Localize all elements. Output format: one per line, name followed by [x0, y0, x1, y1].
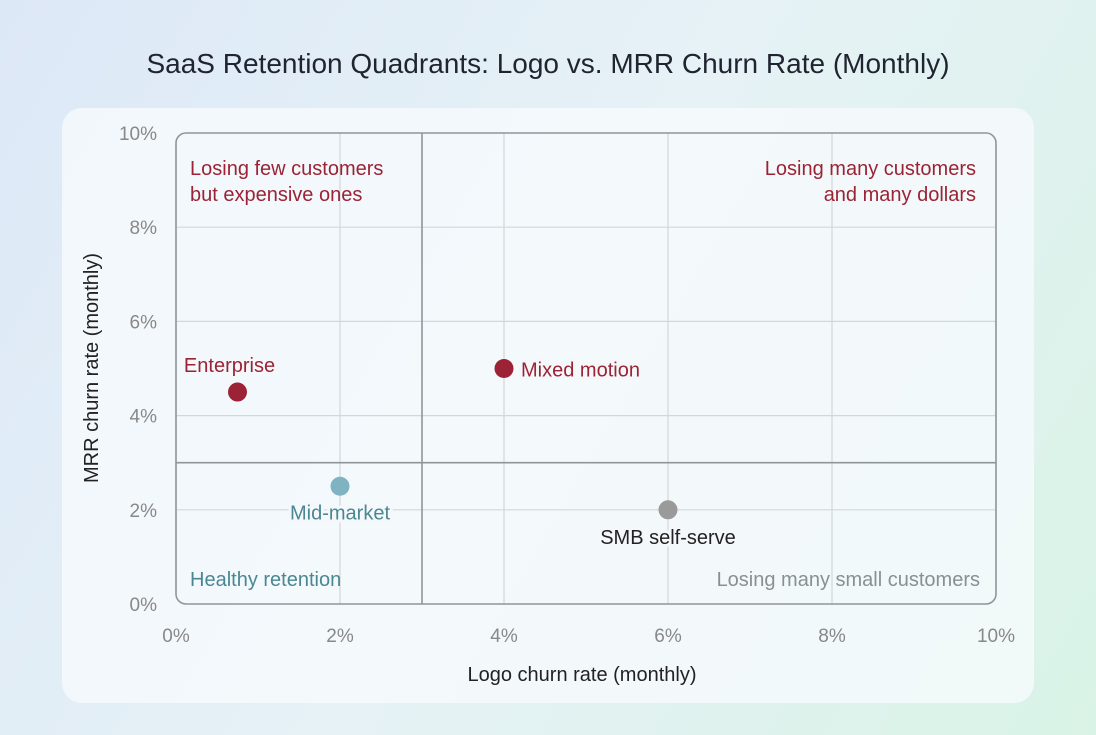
y-tick-label: 0% [130, 595, 158, 616]
x-axis-label: Logo churn rate (monthly) [467, 664, 696, 686]
y-tick-label: 2% [130, 501, 158, 522]
chart-title: SaaS Retention Quadrants: Logo vs. MRR C… [146, 48, 950, 79]
data-point-smb-self-serve [658, 500, 678, 520]
threshold-lines [176, 133, 996, 604]
x-tick-label: 2% [326, 626, 354, 647]
data-point-enterprise [228, 382, 247, 402]
x-tick-label: 4% [490, 626, 518, 647]
x-tick-label: 0% [162, 626, 190, 647]
y-tick-label: 4% [130, 407, 158, 428]
quadrant-label-top-right: Losing many customers [765, 158, 976, 180]
y-tick-label: 6% [130, 312, 158, 333]
x-tick-label: 10% [977, 626, 1015, 647]
data-label: Enterprise [184, 355, 275, 377]
y-axis-label: MRR churn rate (monthly) [81, 253, 103, 483]
quadrant-label-top-left: Losing few customers [190, 158, 383, 180]
grid [176, 133, 996, 604]
quadrant-label-bottom-right: Losing many small customers [717, 569, 980, 591]
y-tick-label: 10% [119, 124, 157, 145]
quadrant-label-bottom-left: Healthy retention [190, 569, 341, 591]
quadrant-label-top-left: but expensive ones [190, 184, 362, 206]
data-point-mixed-motion [494, 359, 514, 378]
data-label: Mixed motion [521, 360, 640, 382]
data-point-mid-market [330, 476, 350, 496]
x-tick-label: 8% [818, 626, 846, 647]
x-tick-label: 6% [654, 626, 682, 647]
data-label: Mid-market [290, 502, 390, 524]
data-label: SMB self-serve [600, 527, 736, 549]
quadrant-label-top-right: and many dollars [824, 184, 976, 206]
plot-frame [175, 132, 997, 605]
y-tick-label: 8% [130, 218, 158, 239]
